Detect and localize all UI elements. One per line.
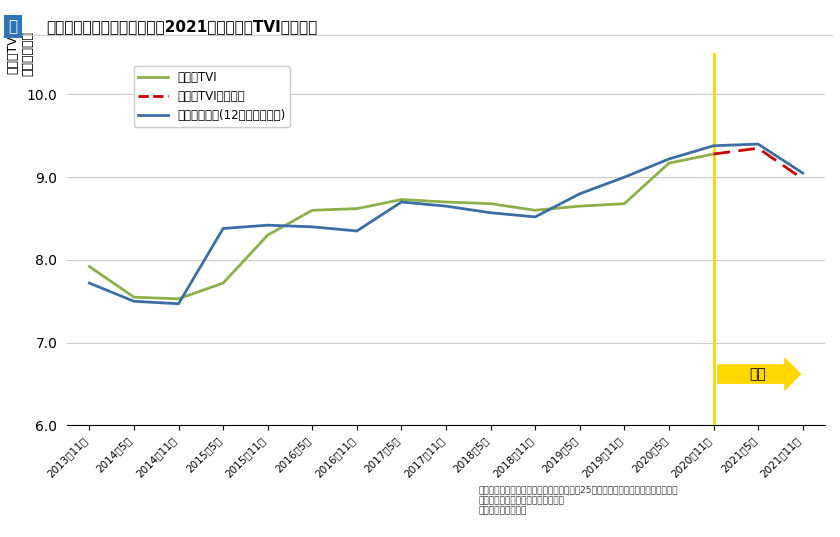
需給ギャップ(12か月移動平均) (530, 214, 540, 220)
需給ギャップ(12か月移動平均) (396, 199, 407, 205)
需給ギャップ(12か月移動平均) (798, 170, 808, 176)
需給ギャップ(12か月移動平均) (619, 174, 629, 180)
空室率TVI (575, 203, 585, 209)
需給ギャップ(12か月移動平均) (753, 141, 764, 147)
Text: 予測: 予測 (750, 367, 766, 381)
需給ギャップ(12か月移動平均) (218, 225, 228, 231)
Y-axis label: 空室率TVI
（ポイント）: 空室率TVI （ポイント） (7, 31, 34, 76)
空室率TVI (218, 280, 228, 286)
空室率TVI (664, 160, 674, 166)
Line: 需給ギャップ(12か月移動平均): 需給ギャップ(12か月移動平均) (89, 144, 803, 304)
需給ギャップ(12か月移動平均) (664, 156, 674, 162)
需給ギャップ(12か月移動平均) (263, 222, 273, 228)
需給ギャップ(12か月移動平均) (575, 191, 585, 197)
空室率TVI (129, 294, 139, 300)
空室率TVI (263, 232, 273, 238)
空室率TVI (307, 207, 318, 214)
空室率TVI (486, 200, 496, 207)
空室率TVI (441, 199, 451, 205)
空室率TVI (84, 263, 94, 270)
空室率TVI (352, 206, 362, 212)
Text: 大阪府の需給ギャップ推移と2021年の空室率TVI推移予測: 大阪府の需給ギャップ推移と2021年の空室率TVI推移予測 (46, 19, 318, 34)
需給ギャップ(12か月移動平均) (352, 228, 362, 234)
FancyArrow shape (718, 358, 801, 390)
空室率TVI推移予測 (798, 176, 808, 182)
空室率TVI (708, 151, 718, 157)
Text: 出所：国勢調査、住民基本台帳月報、平成25年度住宅・土地統計調査（総務省）
　　　住宅着工統計（国土交通省）
分析：株式会社タス: 出所：国勢調査、住民基本台帳月報、平成25年度住宅・土地統計調査（総務省） 住宅… (479, 486, 679, 516)
需給ギャップ(12か月移動平均) (174, 301, 184, 307)
空室率TVI (619, 200, 629, 207)
Line: 空室率TVI: 空室率TVI (89, 154, 713, 299)
空室率TVI推移予測 (708, 151, 718, 157)
空室率TVI (174, 295, 184, 302)
需給ギャップ(12か月移動平均) (441, 203, 451, 209)
Line: 空室率TVI推移予測: 空室率TVI推移予測 (713, 148, 803, 179)
需給ギャップ(12か月移動平均) (307, 223, 318, 230)
空室率TVI (396, 197, 407, 203)
Legend: 空室率TVI, 空室率TVI推移予測, 需給ギャップ(12か月移動平均): 空室率TVI, 空室率TVI推移予測, 需給ギャップ(12か月移動平均) (134, 67, 291, 127)
空室率TVI推移予測 (753, 145, 764, 151)
需給ギャップ(12か月移動平均) (708, 142, 718, 149)
Text: 図: 図 (8, 19, 18, 34)
需給ギャップ(12か月移動平均) (486, 209, 496, 216)
需給ギャップ(12か月移動平均) (84, 280, 94, 286)
空室率TVI (530, 207, 540, 214)
需給ギャップ(12か月移動平均) (129, 298, 139, 304)
